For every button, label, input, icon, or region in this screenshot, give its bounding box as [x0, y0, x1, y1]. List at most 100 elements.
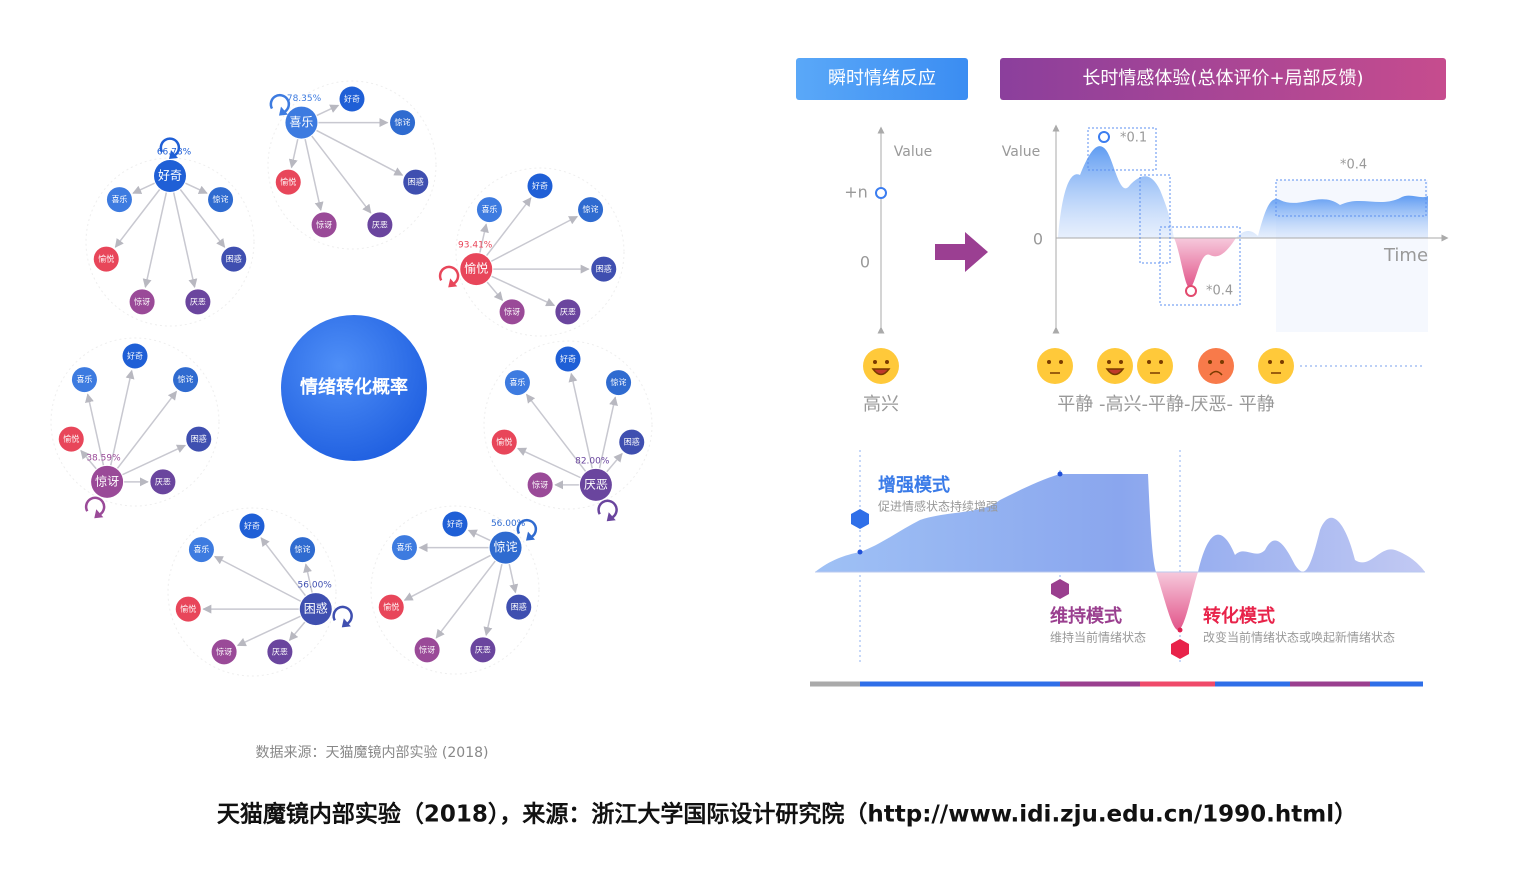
transition-arrow — [483, 564, 503, 637]
transition-arrow — [288, 139, 299, 169]
node-label: 愉悦 — [63, 434, 79, 444]
cluster-ring — [50, 337, 220, 507]
axis-label: Value — [1002, 144, 1040, 160]
node — [106, 187, 132, 213]
emoji-face — [1198, 348, 1234, 384]
node-label: 惊诧 — [395, 117, 411, 127]
annotation: *0.4 — [1206, 284, 1233, 299]
dot — [1177, 627, 1183, 633]
transition-arrow — [114, 189, 161, 248]
loop-head — [169, 150, 178, 159]
transition-arrow — [479, 223, 489, 253]
tick-label: 0 — [860, 253, 870, 272]
node — [555, 346, 581, 372]
node-label: 愉悦 — [464, 261, 488, 276]
tab-label: 瞬时情绪反应 — [828, 68, 936, 89]
axis-label: Time — [1383, 245, 1428, 266]
caption: 天猫魔镜内部实验（2018），来源：浙江大学国际设计研究院（http://www… — [217, 801, 1357, 828]
transition-arrow — [132, 182, 155, 194]
percent: 78.35% — [287, 94, 322, 104]
loop-icon — [516, 518, 538, 538]
emoji — [1258, 348, 1294, 384]
transition-arrow — [486, 281, 504, 302]
annotation: *0.1 — [1120, 131, 1147, 146]
loop-head — [278, 106, 288, 116]
emoji-eye — [1107, 360, 1111, 364]
node-label: 愉悦 — [98, 254, 114, 264]
node-label: 惊诧 — [611, 377, 627, 387]
percent: 56.00% — [491, 519, 526, 529]
percent: 82.00% — [575, 456, 610, 466]
mode-desc: 改变当前情绪状态或唤起新情绪状态 — [1203, 630, 1395, 645]
node — [390, 110, 416, 136]
transition-arrow — [142, 192, 168, 289]
emoji — [1198, 348, 1234, 384]
main-node — [489, 531, 522, 564]
emoji-face — [1097, 348, 1133, 384]
transition-arrow — [213, 555, 302, 602]
node — [93, 246, 119, 272]
main-node — [154, 160, 186, 192]
node-label: 惊诧 — [178, 374, 194, 384]
node — [414, 637, 440, 663]
area — [1156, 572, 1198, 630]
emoji-face — [863, 348, 899, 384]
node-label: 困惑 — [511, 602, 527, 612]
percent: 56.00% — [298, 581, 333, 591]
node-label: 好奇 — [158, 169, 182, 183]
tab — [796, 58, 968, 100]
node — [491, 429, 517, 455]
node — [239, 513, 265, 539]
node-label: 愉悦 — [180, 604, 196, 614]
node — [606, 370, 632, 396]
transition-arrow — [110, 369, 135, 466]
area — [815, 474, 1425, 572]
transition-arrow — [316, 104, 340, 117]
transition-arrow — [85, 393, 105, 466]
loop-icon — [84, 496, 106, 516]
emoji — [1037, 348, 1073, 384]
tick-label: +n — [844, 183, 868, 202]
transition-arrow — [172, 192, 198, 289]
mode-title: 维持模式 — [1050, 605, 1122, 627]
emoji-eye — [1119, 360, 1123, 364]
transition-arrow — [303, 563, 313, 593]
dotted-boxes — [1087, 127, 1427, 306]
hex-icon — [851, 509, 869, 529]
dot — [857, 549, 863, 555]
emoji — [863, 348, 899, 384]
transition-arrow — [435, 560, 496, 639]
node-label: 惊讶 — [134, 296, 150, 306]
transition-arrow — [598, 396, 618, 469]
node-label: 愉悦 — [383, 602, 399, 612]
node-label: 厌恶 — [372, 220, 388, 229]
annotation: *0.4 — [1340, 158, 1367, 173]
emoji-eye — [1268, 360, 1272, 364]
node-label: 厌恶 — [190, 297, 206, 306]
point — [875, 187, 887, 199]
transition-arrow — [467, 529, 491, 542]
point — [1185, 285, 1197, 297]
node-label: 困惑 — [596, 264, 612, 274]
node — [378, 594, 404, 620]
node-label: 厌恶 — [475, 645, 491, 654]
node — [208, 187, 234, 213]
node — [150, 469, 176, 495]
main-node — [285, 106, 318, 139]
transition-arrow — [403, 554, 491, 601]
area — [1058, 146, 1174, 238]
percent: 66.78% — [157, 148, 192, 158]
arrow — [935, 232, 988, 272]
node-label: 厌恶 — [155, 477, 171, 486]
emoji — [1137, 348, 1173, 384]
loop-head — [526, 531, 536, 541]
mode-desc: 维持当前情绪状态 — [1050, 630, 1146, 645]
node — [506, 594, 532, 620]
node-label: 惊讶 — [504, 306, 520, 316]
emoji-eye — [1047, 360, 1051, 364]
emoji-face — [1037, 348, 1073, 384]
